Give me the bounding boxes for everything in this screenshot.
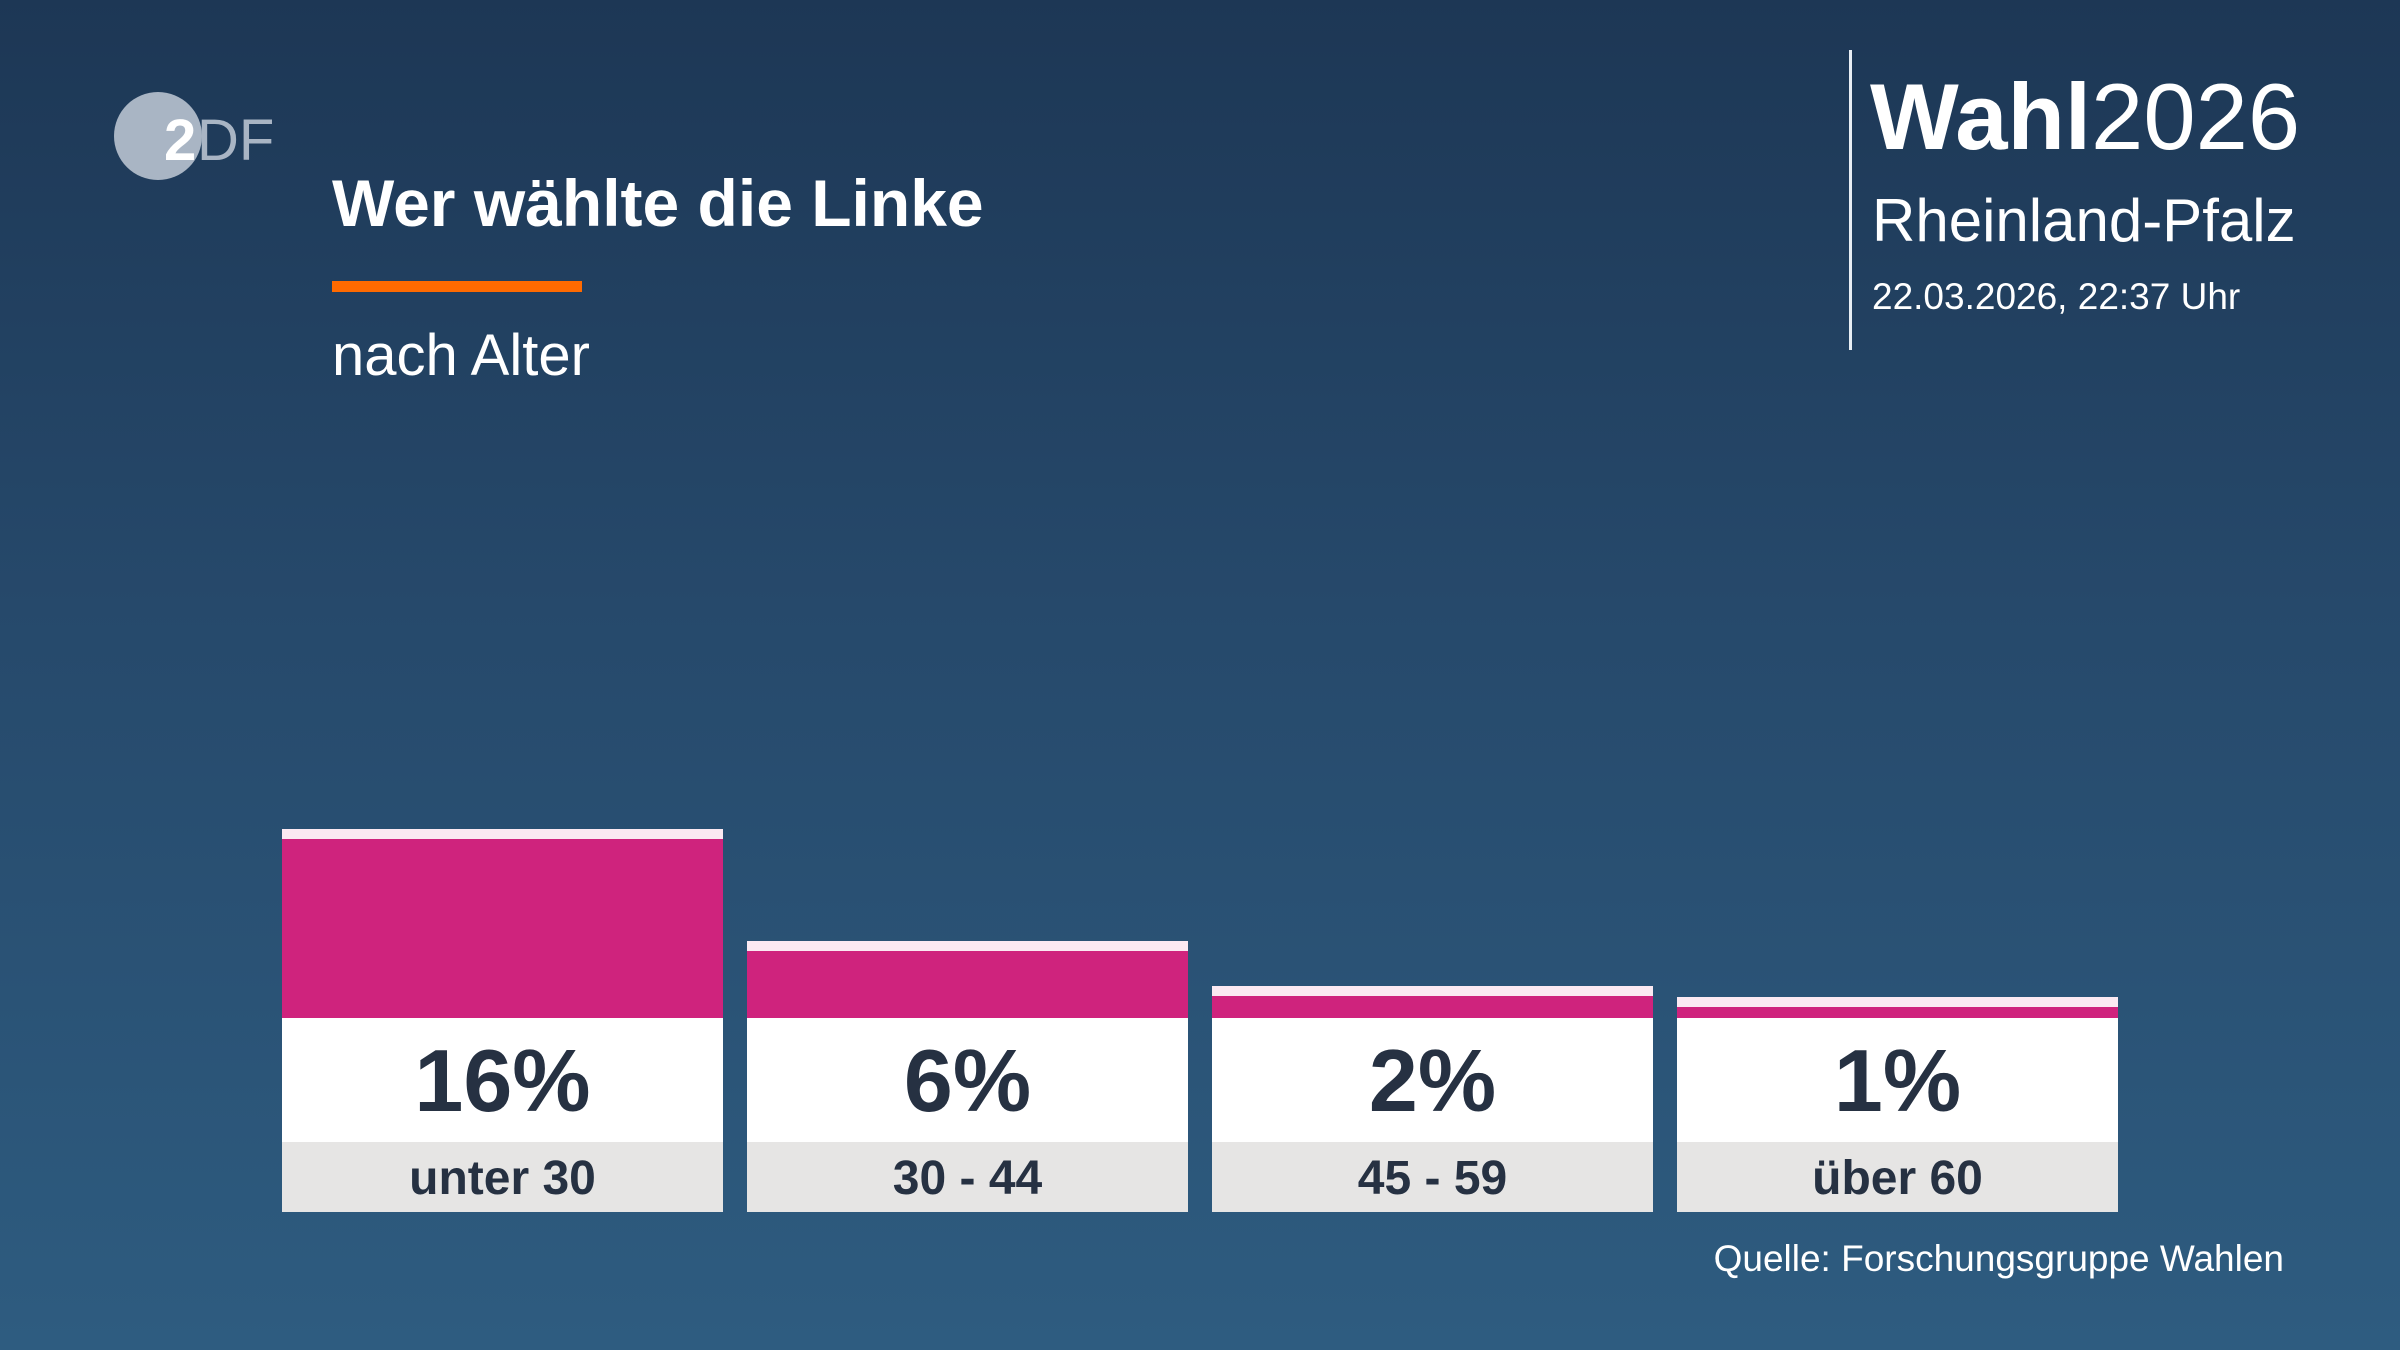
datetime: 22.03.2026, 22:37 Uhr	[1872, 276, 2241, 317]
chart-subtitle: nach Alter	[332, 323, 590, 388]
bar-value-label: 6%	[747, 1018, 1188, 1142]
title-accent-line	[332, 281, 582, 292]
region: Rheinland-Pfalz	[1872, 187, 2296, 254]
bar-value-label: 16%	[282, 1018, 723, 1142]
svg-text:DF: DF	[197, 108, 274, 173]
bar-fill	[747, 950, 1188, 1018]
bar-fill	[282, 838, 723, 1018]
bar-cap	[1212, 985, 1653, 996]
bar-cap	[1677, 996, 2118, 1007]
divider	[1849, 50, 1852, 350]
bar-value-label: 1%	[1677, 1018, 2118, 1142]
bar-cap	[282, 828, 723, 839]
category-label: 30 - 44	[747, 1142, 1188, 1212]
svg-text:2: 2	[164, 108, 196, 173]
brand-title: Wahl2026	[1870, 70, 2300, 164]
zdf-logo: 2 DF	[114, 92, 274, 180]
bar-value-label: 2%	[1212, 1018, 1653, 1142]
chart-title: Wer wählte die Linke	[332, 166, 984, 240]
brand-year: 2026	[2091, 64, 2301, 169]
category-label: 45 - 59	[1212, 1142, 1653, 1212]
bar-fill	[1677, 1006, 2118, 1018]
category-label: unter 30	[282, 1142, 723, 1212]
category-label: über 60	[1677, 1142, 2118, 1212]
bar-cap	[747, 940, 1188, 951]
bar-fill	[1212, 995, 1653, 1018]
source-note: Quelle: Forschungsgruppe Wahlen	[1713, 1238, 2284, 1279]
brand-wahl: Wahl	[1870, 64, 2092, 169]
